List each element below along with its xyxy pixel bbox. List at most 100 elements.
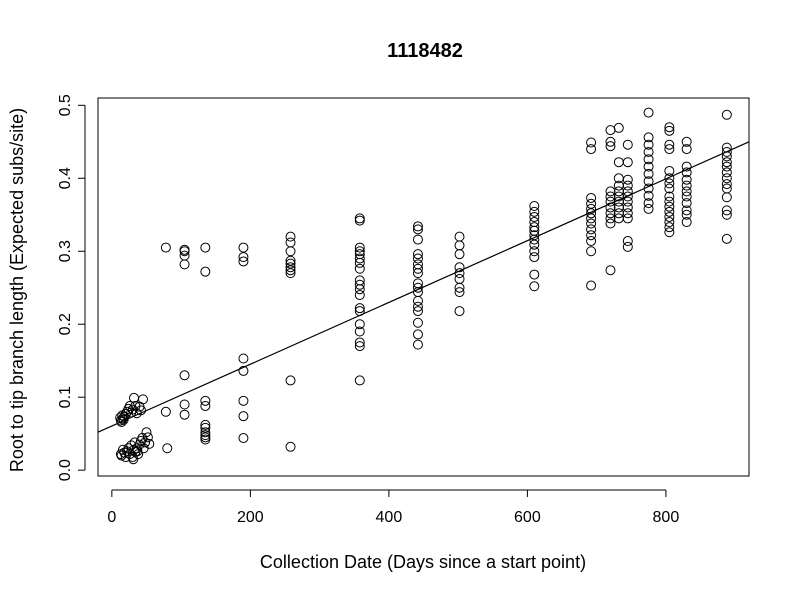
- data-point: [721, 205, 732, 216]
- x-tick-label: 0: [107, 509, 116, 526]
- y-tick-label: 0.0: [57, 459, 74, 481]
- data-point: [681, 144, 692, 155]
- data-point: [138, 394, 149, 405]
- data-point: [605, 218, 616, 229]
- x-axis: 0 200 400 600 800: [107, 489, 680, 526]
- data-point: [354, 246, 365, 257]
- data-point: [622, 236, 633, 247]
- data-point: [354, 341, 365, 352]
- data-point: [179, 244, 190, 255]
- data-point: [643, 154, 654, 165]
- data-point: [454, 273, 465, 284]
- data-point: [354, 337, 365, 348]
- data-point: [238, 395, 249, 406]
- data-point: [664, 122, 675, 133]
- data-point: [135, 405, 146, 416]
- data-point: [605, 208, 616, 219]
- data-point: [622, 174, 633, 185]
- data-point: [141, 427, 152, 438]
- data-point: [354, 284, 365, 295]
- data-point: [200, 242, 211, 253]
- data-point: [586, 192, 597, 203]
- data-point: [354, 319, 365, 330]
- data-point: [285, 265, 296, 276]
- data-point: [140, 437, 151, 448]
- data-point: [200, 266, 211, 277]
- y-tick-label: 0.1: [57, 386, 74, 408]
- data-point: [643, 161, 654, 172]
- data-point: [529, 239, 540, 250]
- data-point: [285, 268, 296, 279]
- data-point: [721, 167, 732, 178]
- data-point: [586, 137, 597, 148]
- data-point: [285, 231, 296, 242]
- data-point: [412, 263, 423, 274]
- data-point: [529, 206, 540, 217]
- data-point: [622, 139, 633, 150]
- data-point: [605, 125, 616, 136]
- data-point: [529, 269, 540, 280]
- data-point: [412, 234, 423, 245]
- data-point: [721, 179, 732, 190]
- data-point: [529, 211, 540, 222]
- data-point: [354, 290, 365, 301]
- data-point: [605, 191, 616, 202]
- data-point: [412, 224, 423, 235]
- data-point: [664, 211, 675, 222]
- data-point: [200, 400, 211, 411]
- data-point: [613, 157, 624, 168]
- data-point: [605, 265, 616, 276]
- data-point: [586, 280, 597, 291]
- data-point: [354, 263, 365, 274]
- data-point: [622, 241, 633, 252]
- data-point: [721, 233, 732, 244]
- data-point: [721, 147, 732, 157]
- data-point: [354, 213, 365, 224]
- data-point: [622, 191, 633, 202]
- data-point: [605, 136, 616, 147]
- data-point: [160, 406, 171, 417]
- plot-frame: [97, 97, 750, 477]
- data-point: [354, 215, 365, 226]
- data-point: [354, 303, 365, 314]
- data-point: [643, 168, 654, 179]
- data-point: [454, 306, 465, 317]
- data-point: [681, 161, 692, 172]
- data-point: [179, 370, 190, 381]
- data-point: [354, 253, 365, 264]
- data-point: [664, 227, 675, 238]
- data-point: [622, 208, 633, 219]
- data-point: [664, 183, 675, 194]
- data-point: [412, 295, 423, 306]
- y-axis: 0.0 0.1 0.2 0.3 0.4 0.5: [57, 94, 86, 481]
- data-point: [529, 222, 540, 233]
- data-point: [354, 242, 365, 253]
- data-point: [586, 230, 597, 241]
- data-point: [664, 217, 675, 228]
- data-point: [200, 434, 211, 445]
- data-point: [529, 252, 540, 263]
- data-point: [454, 282, 465, 293]
- data-point: [664, 173, 675, 184]
- data-point: [586, 213, 597, 224]
- data-point: [238, 242, 249, 253]
- data-point: [412, 249, 423, 260]
- data-point: [586, 208, 597, 219]
- data-point: [613, 208, 624, 219]
- data-point: [622, 157, 633, 168]
- data-point: [285, 246, 296, 257]
- data-point: [132, 446, 143, 457]
- data-point: [454, 287, 465, 298]
- y-tick-label: 0.5: [57, 94, 74, 116]
- data-point: [529, 201, 540, 211]
- data-point: [643, 147, 654, 157]
- data-point: [586, 224, 597, 235]
- x-tick-label: 800: [653, 509, 680, 526]
- data-point: [643, 132, 654, 143]
- data-point: [412, 301, 423, 312]
- data-point: [613, 213, 624, 224]
- data-point: [586, 246, 597, 257]
- data-point: [605, 186, 616, 197]
- data-point: [238, 433, 249, 444]
- data-point: [664, 165, 675, 176]
